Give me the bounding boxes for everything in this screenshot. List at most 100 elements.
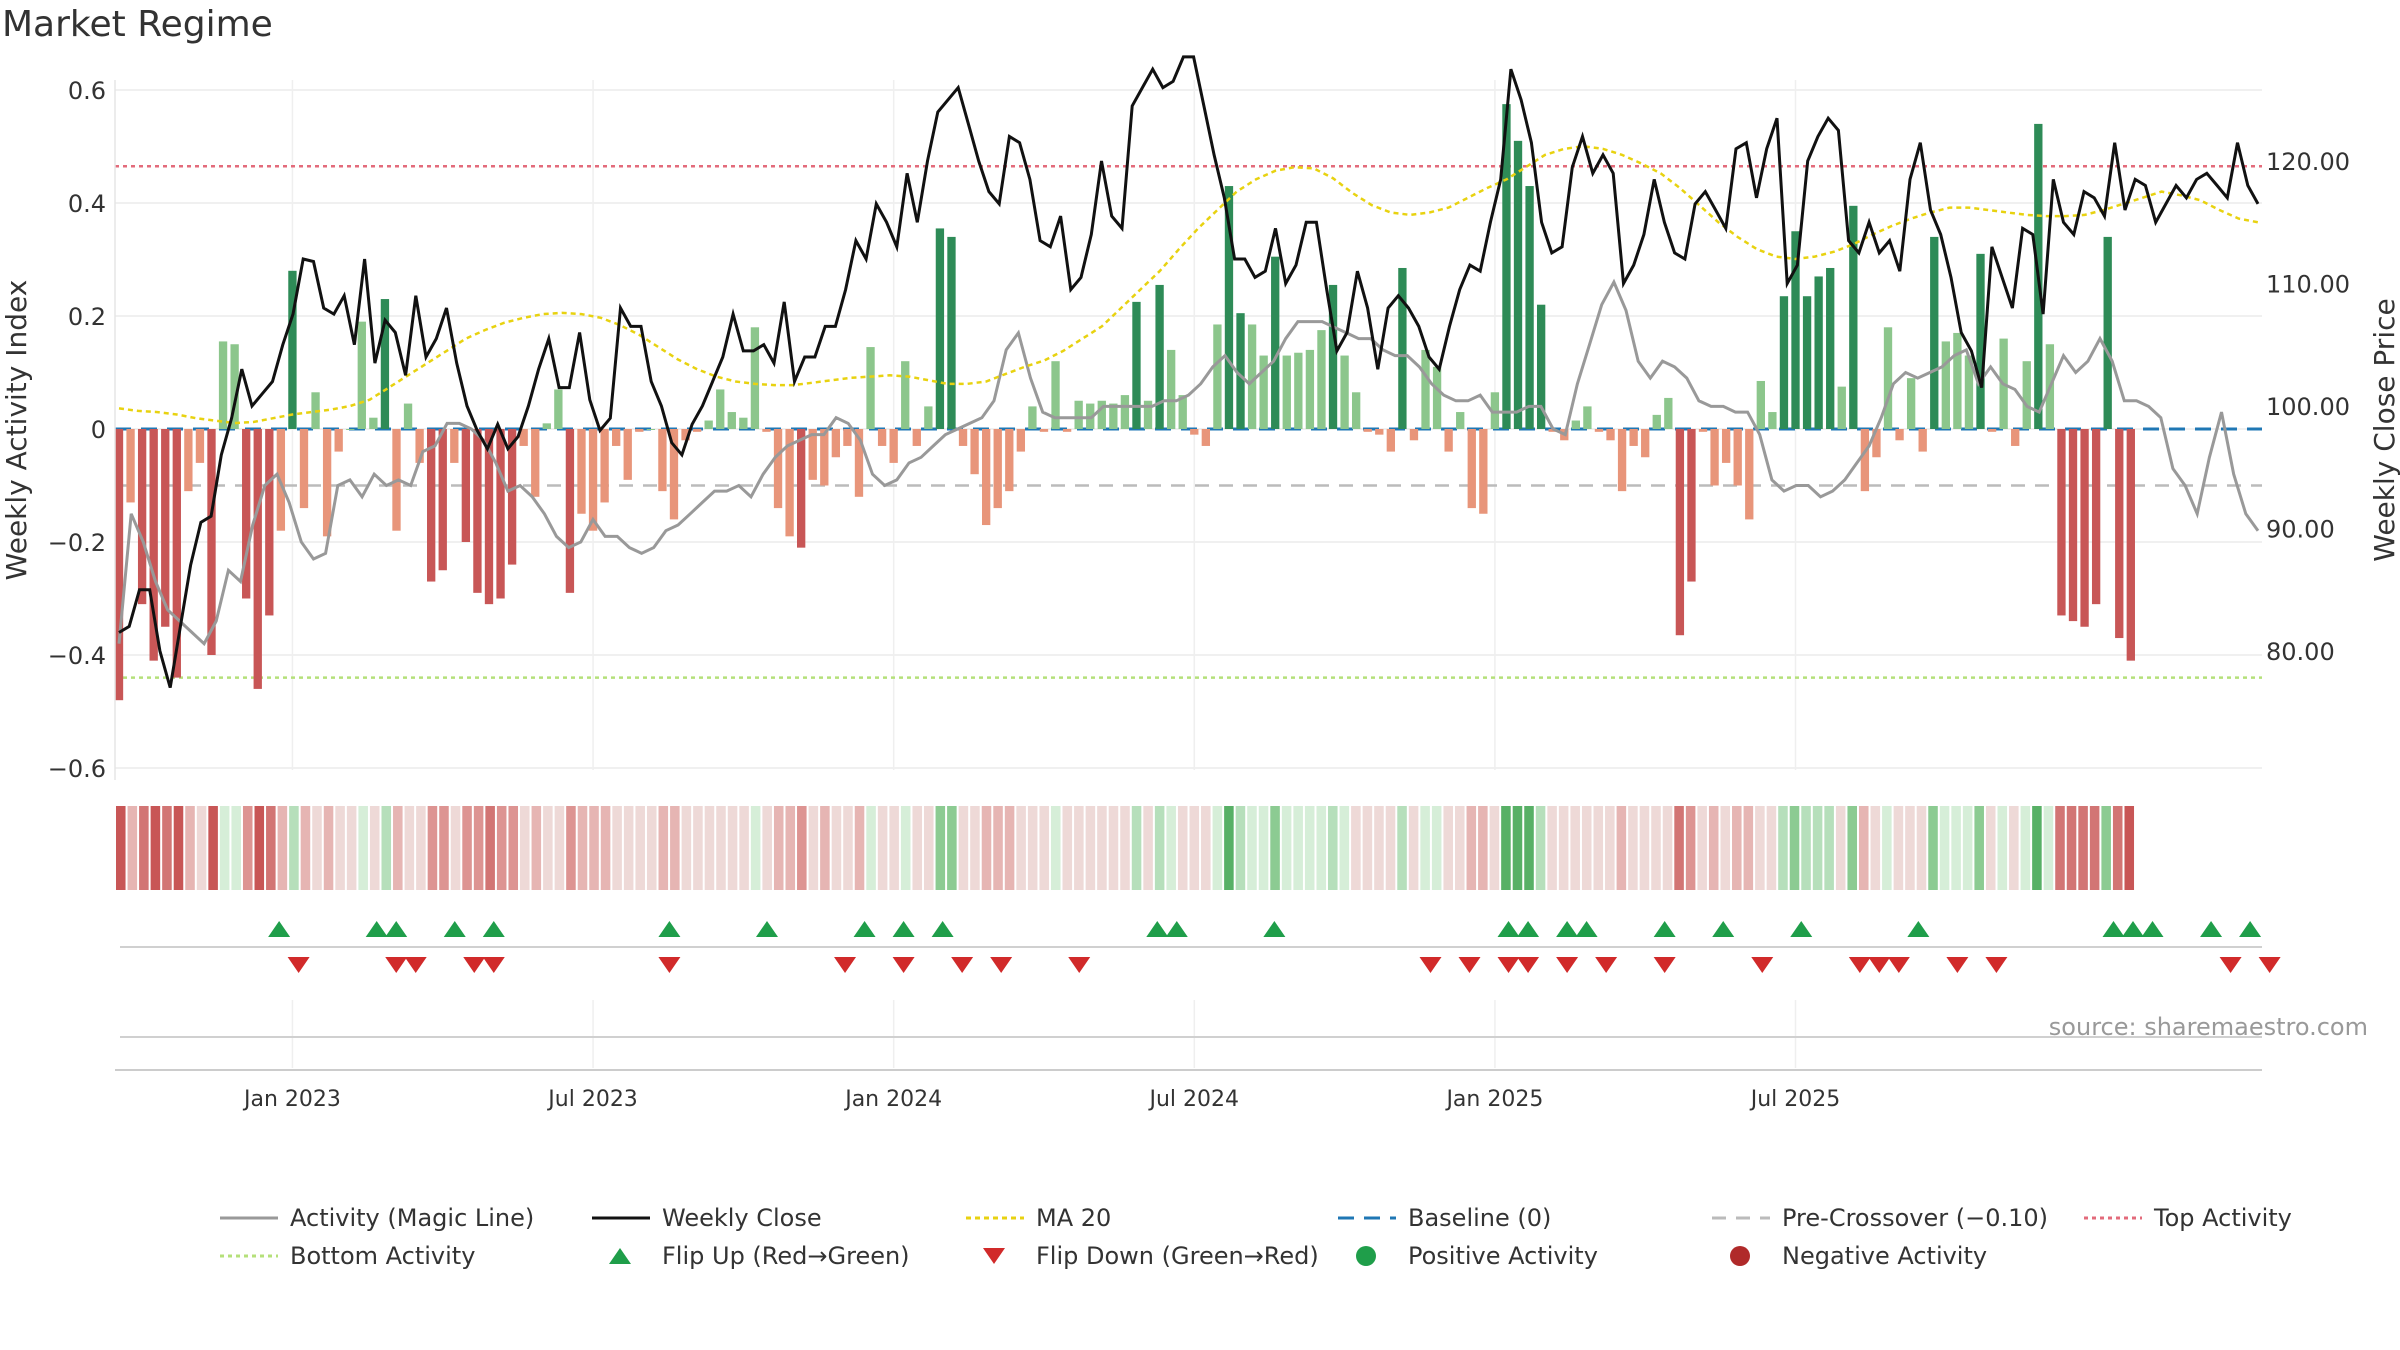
activity-bar — [1976, 253, 1985, 429]
heat-cell — [393, 806, 403, 890]
activity-bar — [1363, 429, 1372, 432]
activity-bar — [692, 429, 702, 432]
activity-bar — [1883, 327, 1893, 429]
activity-bar — [1733, 429, 1742, 486]
heat-cell — [1720, 806, 1731, 890]
heat-cell — [1201, 806, 1211, 890]
activity-bar — [1213, 324, 1222, 429]
activity-bar — [1698, 429, 1708, 432]
activity-bar — [727, 412, 736, 429]
heat-cell — [2101, 806, 2111, 890]
activity-bar — [808, 429, 817, 480]
heat-cell — [323, 806, 334, 890]
heat-cell — [1258, 806, 1269, 890]
heat-cell — [1570, 806, 1580, 890]
heat-cell — [566, 806, 576, 890]
heat-cell — [1212, 806, 1223, 890]
heat-cell — [462, 806, 472, 890]
activity-bar — [1062, 429, 1072, 432]
activity-bar — [1594, 429, 1604, 432]
legend-swatch-dot — [1730, 1246, 1750, 1266]
heat-cell — [1154, 806, 1165, 890]
flip-down-marker — [658, 957, 681, 973]
activity-bar — [924, 406, 933, 429]
activity-bar — [1386, 429, 1396, 452]
legend-label: Negative Activity — [1782, 1242, 1987, 1270]
activity-bar — [2057, 429, 2066, 616]
heat-cell — [335, 806, 345, 890]
activity-bar — [577, 429, 586, 514]
heat-cell — [1870, 806, 1881, 890]
activity-bar — [380, 299, 390, 429]
x-tick-label: Jul 2024 — [1148, 1087, 1240, 1112]
heat-cell — [773, 806, 784, 890]
heat-cell — [1454, 806, 1465, 890]
heat-cell — [1431, 806, 1442, 890]
flip-up-marker — [443, 921, 466, 937]
activity-bars — [114, 104, 2135, 701]
heat-cell — [1131, 806, 1142, 890]
heat-cell — [150, 806, 161, 890]
heat-cell — [1916, 806, 1927, 890]
left-tick-label: 0.6 — [68, 77, 106, 105]
heat-cell — [231, 806, 241, 890]
heat-cell — [1605, 806, 1615, 890]
source-note: source: sharemaestro.com — [2049, 1013, 2368, 1041]
right-tick-label: 110.00 — [2266, 270, 2350, 298]
heat-cell — [2009, 806, 2019, 890]
heat-cell — [1501, 806, 1511, 890]
heat-cell — [1639, 806, 1650, 890]
activity-bar — [1802, 296, 1812, 429]
activity-bar — [137, 429, 147, 605]
heat-cell — [577, 806, 588, 890]
heat-cell — [993, 806, 1003, 890]
activity-bar — [346, 429, 355, 430]
activity-bar — [1190, 429, 1199, 435]
heat-cell — [1339, 806, 1350, 890]
heat-cell — [2032, 806, 2042, 890]
activity-bar — [1791, 231, 1800, 429]
activity-bar — [1328, 284, 1338, 429]
heat-cell — [2043, 806, 2054, 890]
heat-cell — [127, 806, 138, 890]
heat-cell — [670, 806, 680, 890]
heat-cell — [358, 806, 368, 890]
heat-cell — [1812, 806, 1823, 890]
heat-cell — [935, 806, 946, 890]
activity-bar — [1155, 284, 1164, 429]
activity-bar — [889, 429, 898, 463]
legend-label: Baseline (0) — [1408, 1204, 1551, 1232]
x-tick-label: Jul 2025 — [1749, 1087, 1841, 1112]
activity-bar — [1421, 349, 1430, 429]
activity-bar — [114, 429, 124, 701]
activity-bar — [866, 347, 875, 429]
heat-cell — [312, 806, 322, 890]
flip-down-marker — [1517, 957, 1540, 973]
heat-cell — [1581, 806, 1592, 890]
heat-cell — [1293, 806, 1303, 890]
legend-label: Pre-Crossover (−0.10) — [1782, 1204, 2048, 1232]
heat-cell — [1755, 806, 1765, 890]
activity-bar — [762, 429, 771, 432]
activity-bar — [1930, 236, 1939, 429]
heat-cell — [1962, 806, 1973, 890]
heat-cell — [277, 806, 288, 890]
flip-up-marker — [1790, 921, 1813, 937]
activity-bar — [207, 429, 216, 655]
flip-up-marker — [1653, 921, 1676, 937]
activity-bar — [1953, 332, 1962, 429]
activity-bar — [2022, 361, 2031, 429]
heat-cell — [185, 806, 195, 890]
activity-bar — [1513, 140, 1523, 429]
activity-bar — [612, 429, 621, 446]
heat-cell — [681, 806, 692, 890]
activity-bar — [1294, 352, 1303, 429]
activity-bar — [1317, 330, 1326, 429]
activity-bar — [184, 429, 193, 492]
heat-cell — [762, 806, 772, 890]
heat-cell — [600, 806, 611, 890]
flip-down-marker — [1868, 957, 1891, 973]
activity-bar — [507, 429, 517, 565]
activity-bar — [1721, 429, 1731, 463]
left-axis-label: Weekly Activity Index — [0, 280, 33, 581]
